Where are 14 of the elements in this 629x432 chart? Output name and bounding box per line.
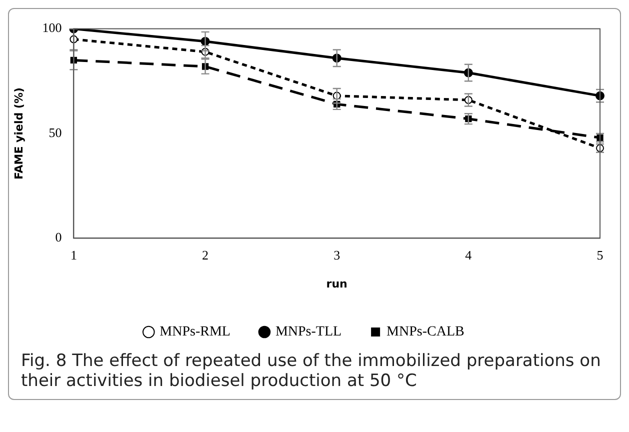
legend-label: MNPs-CALB	[386, 324, 464, 340]
x-tick-label: 5	[596, 247, 604, 262]
x-tick-label: 4	[465, 247, 472, 262]
x-tick-label: 2	[202, 247, 209, 262]
x-tick-label: 1	[70, 247, 77, 262]
y-tick-label: 100	[42, 20, 62, 36]
y-tick-label: 0	[55, 230, 62, 245]
y-tick-label: 50	[48, 124, 62, 140]
x-axis-title: run	[326, 277, 348, 290]
legend-label: MNPs-TLL	[275, 324, 342, 340]
caption: Fig. 8 The effect of repeated use of the immobilized preparations on their activities in biodiesel production at 50 °C	[20, 350, 602, 393]
y-axis-title: FAME yield (%)	[12, 87, 26, 180]
x-tick-label: 3	[334, 247, 340, 262]
legend-label: MNPs-RML	[160, 324, 230, 340]
